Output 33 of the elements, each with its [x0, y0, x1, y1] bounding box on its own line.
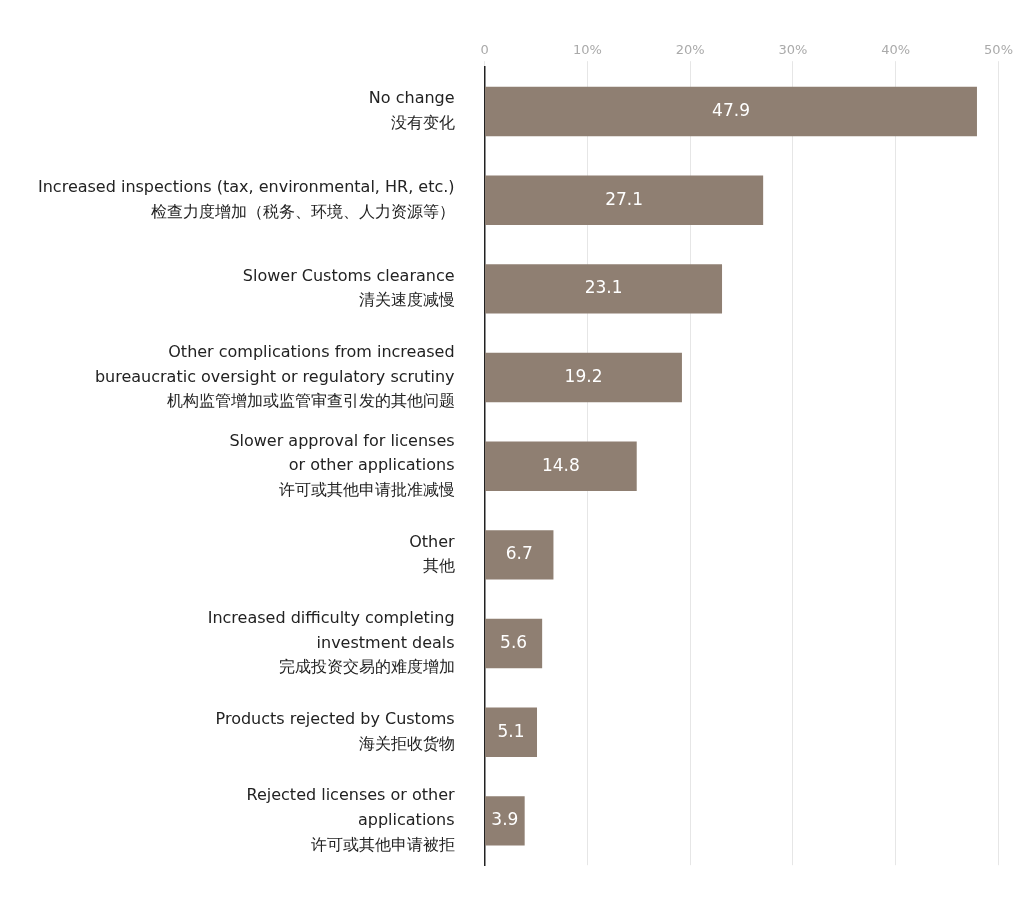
y-tick-label: Increased difficulty completing investment deals 完成投资交易的难度增加: [207, 607, 455, 677]
bar: [485, 796, 525, 846]
x-tick-label: 10%: [572, 41, 602, 57]
x-tick-label: 40%: [881, 41, 911, 57]
x-tick-label: 20%: [675, 41, 705, 57]
y-tick-label: Increased inspections (tax, environmental, HR, etc.) 检查力度增加（税务、环境、人力资源等）: [37, 176, 455, 221]
data-label: 5.6: [500, 631, 528, 652]
y-tick-label: No change 没有变化: [368, 88, 455, 133]
data-label: 14.8: [541, 454, 580, 475]
data-label: 23.1: [584, 277, 623, 298]
y-tick-label: Slower Customs clearance 清关速度减慢: [242, 265, 455, 310]
y-tick-label: Products rejected by Customs 海关拒收货物: [215, 708, 455, 753]
bar: [485, 264, 723, 314]
bar: [485, 530, 554, 580]
data-label: 27.1: [605, 188, 644, 209]
bar: [485, 352, 682, 403]
data-label: 5.1: [497, 720, 525, 741]
x-tick-label: 50%: [984, 41, 1014, 57]
data-label: 3.9: [491, 809, 519, 830]
data-label: 19.2: [564, 365, 603, 386]
y-tick-label: Other 其他: [409, 531, 455, 576]
x-tick-label: 0: [480, 41, 489, 57]
bar: [485, 618, 543, 669]
y-tick-label: Other complications from increased bureaucratic oversight or regulatory scrutiny 机构监管增加或监管审查引发的其他问题: [94, 341, 455, 411]
y-tick-label: Rejected licenses or other applications 许可或其他申请被拒: [246, 785, 455, 854]
data-label: 47.9: [712, 99, 750, 120]
y-tick-label: Slower approval for licenses or other applications 许可或其他申请批准减慢: [229, 430, 455, 500]
x-tick-label: 30%: [778, 41, 808, 57]
bar: [485, 707, 538, 757]
bar: [485, 86, 977, 137]
data-label: 6.7: [505, 543, 533, 564]
bar: [485, 441, 637, 491]
bar: [485, 175, 764, 225]
